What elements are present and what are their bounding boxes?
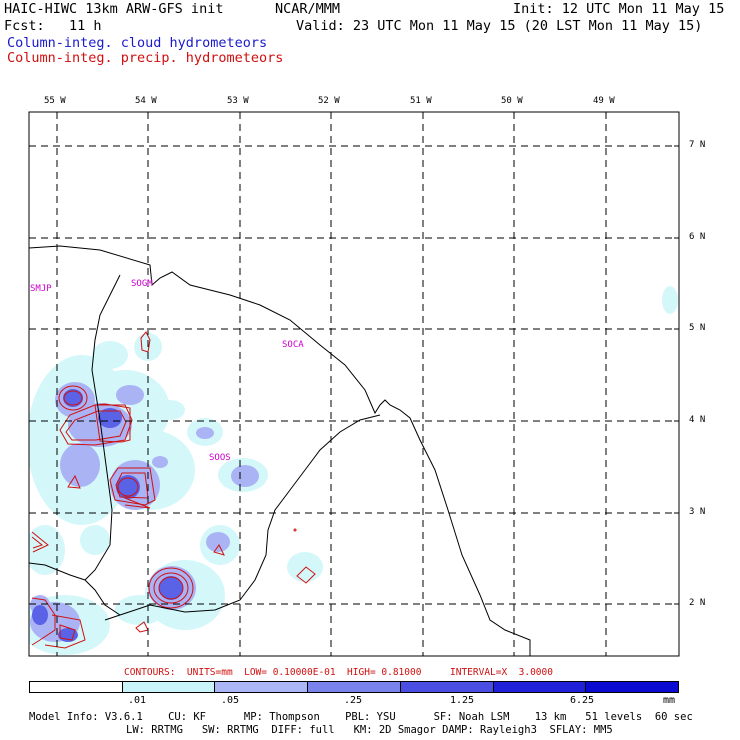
colorbar-bin [122, 682, 216, 692]
colorbar-unit: mm [663, 695, 676, 706]
axis-ticks [56, 112, 679, 605]
valid-time: Valid: 23 UTC Mon 11 May 15 (20 LST Mon … [296, 18, 703, 34]
lat-label: 4 N [689, 415, 706, 425]
title-left: HAIC-HIWC 13km ARW-GFS init [4, 1, 224, 17]
colorbar-label: 1.25 [450, 695, 475, 706]
map-plot [28, 111, 680, 657]
lon-label: 50 W [501, 96, 523, 106]
lat-label: 6 N [689, 232, 706, 242]
precip-contours [31, 331, 316, 649]
station-label: SOGM [131, 279, 153, 289]
station-label: SMJP [30, 284, 52, 294]
org-label: NCAR/MMM [275, 1, 341, 17]
colorbar-bin [400, 682, 494, 692]
lat-lon-grid [29, 112, 679, 656]
station-label: SOCA [282, 340, 304, 350]
colorbar-label: 6.25 [570, 695, 595, 706]
colorbar-label: .05 [221, 695, 240, 706]
contours-info: CONTOURS: UNITS=mm LOW= 0.10000E-01 HIGH… [124, 667, 553, 678]
colorbar [29, 681, 679, 693]
cloud-legend: Column-integ. cloud hydrometeors [7, 35, 268, 51]
model-info-line2: LW: RRTMG SW: RRTMG DIFF: full KM: 2D Sm… [126, 724, 613, 736]
colorbar-bin [215, 682, 309, 692]
lon-label: 49 W [593, 96, 615, 106]
lon-label: 51 W [410, 96, 432, 106]
coastline [29, 245, 531, 656]
lat-label: 5 N [689, 323, 706, 333]
colorbar-bin [586, 682, 679, 692]
lat-label: 2 N [689, 598, 706, 608]
forecast-hour: Fcst: 11 h [4, 18, 102, 34]
colorbar-label: .25 [344, 695, 363, 706]
cloud-field-strong [32, 389, 183, 642]
station-label: SOOS [209, 453, 231, 463]
lon-label: 54 W [135, 96, 157, 106]
colorbar-bin [30, 682, 123, 692]
lat-label: 7 N [689, 140, 706, 150]
model-info-line1: Model Info: V3.6.1 CU: KF MP: Thompson P… [29, 711, 693, 723]
colorbar-bin [493, 682, 587, 692]
lat-label: 3 N [689, 507, 706, 517]
lon-label: 55 W [44, 96, 66, 106]
lon-label: 53 W [227, 96, 249, 106]
colorbar-label: .01 [128, 695, 147, 706]
lon-label: 52 W [318, 96, 340, 106]
colorbar-bin [308, 682, 401, 692]
precip-legend: Column-integ. precip. hydrometeors [7, 50, 284, 66]
map-frame [28, 111, 680, 657]
init-time: Init: 12 UTC Mon 11 May 15 [513, 1, 725, 17]
